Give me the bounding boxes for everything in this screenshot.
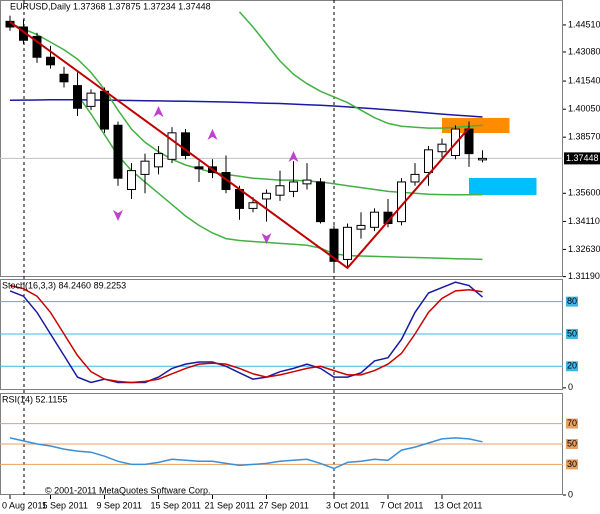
indicator-line [9, 281, 483, 384]
plot-area [0, 281, 563, 384]
fractal-up [153, 106, 164, 118]
panel-title: Stoch(16,3,3) 84.2460 89.2253 [2, 280, 126, 290]
candle-body [46, 56, 55, 66]
indicator-line [9, 437, 483, 470]
candle-body [329, 228, 339, 262]
candle-body [86, 92, 96, 107]
candle-body [343, 226, 352, 260]
y-tick-label: 1.35600 [568, 188, 600, 198]
candle-body [410, 173, 420, 183]
candle-body [424, 149, 433, 174]
candle-body [221, 172, 231, 191]
x-tick-label: 3 Oct 2011 [326, 500, 369, 510]
candle-body [370, 211, 379, 228]
x-tick-label: 7 Oct 2011 [380, 500, 423, 510]
plot-area [0, 423, 563, 470]
candle-body [478, 157, 487, 161]
candle-body [167, 132, 177, 160]
y-tick-label: 1.40050 [568, 104, 600, 114]
fractal-up [288, 151, 299, 163]
y-tick-label: 1.41540 [568, 75, 600, 85]
candle-body [100, 90, 109, 130]
y-tick-label: 1.38570 [568, 132, 600, 142]
level-label-bg [566, 459, 578, 470]
y-tick-label: 0 [568, 382, 573, 392]
candle-body [262, 192, 271, 200]
candle-body [248, 202, 258, 209]
x-tick-label: 0 Aug 2011 [2, 500, 47, 510]
indicator-line [9, 284, 483, 384]
candle-body [302, 179, 312, 185]
level-label-bg [566, 418, 578, 429]
candle-body [437, 143, 447, 153]
y-tick-label: 1.32630 [568, 244, 600, 254]
indicator-line [238, 11, 483, 129]
y-tick-label: 1.34110 [568, 216, 600, 226]
candle-body [464, 128, 474, 155]
x-tick-label: 27 Sep 2011 [259, 500, 309, 510]
x-tick-label: 5 Sep 2011 [43, 500, 88, 510]
plot-area [0, 11, 563, 271]
level-label-bg [566, 361, 578, 372]
candle-body [194, 166, 204, 170]
level-label-bg [566, 328, 578, 339]
candle-body [73, 85, 82, 109]
level-label-bg [566, 439, 578, 449]
y-tick-label: 1.43080 [568, 46, 600, 56]
level-label: 20 [567, 361, 577, 371]
x-tick-label: 9 Sep 2011 [97, 500, 142, 510]
panel-title: RSI(14) 52.1155 [2, 394, 67, 404]
candle-body [181, 132, 190, 157]
current-price-label: 1.37448 [566, 153, 599, 163]
candle-body [275, 185, 285, 196]
candle-body [59, 73, 69, 83]
y-tick-label: 1.44510 [568, 19, 600, 29]
x-tick-label: 13 Oct 2011 [434, 500, 482, 510]
level-label: 50 [567, 328, 577, 338]
candle-body [154, 153, 163, 168]
candle-body [356, 224, 366, 230]
candle-body [316, 181, 325, 223]
copyright: © 2001-2011 MetaQuotes Software Corp. [45, 485, 211, 495]
level-label: 50 [567, 438, 577, 448]
candle-body [32, 35, 42, 58]
zigzag [9, 21, 470, 270]
x-tick-label: 21 Sep 2011 [205, 500, 255, 510]
stoch-panel [0, 279, 563, 390]
level-label: 30 [567, 459, 577, 469]
y-tick-label: 1.31190 [568, 271, 600, 281]
fractal-down [113, 210, 123, 222]
level-label: 80 [567, 296, 577, 306]
candle-body [113, 124, 123, 179]
panel-title: EURUSD,Daily 1.37368 1.37875 1.37234 1.3… [10, 1, 211, 11]
current-price-bg [564, 152, 600, 165]
candle-body [289, 181, 298, 192]
candle-body [127, 170, 136, 191]
level-label: 70 [567, 418, 577, 428]
zone [469, 177, 537, 195]
level-label-bg [566, 296, 578, 307]
fractal-up [207, 128, 218, 140]
candle-body [140, 160, 150, 175]
y-tick-label: 0 [568, 489, 573, 499]
main-panel [0, 0, 563, 277]
x-tick-label: 15 Sep 2011 [151, 500, 201, 510]
fractal-down [261, 233, 272, 245]
